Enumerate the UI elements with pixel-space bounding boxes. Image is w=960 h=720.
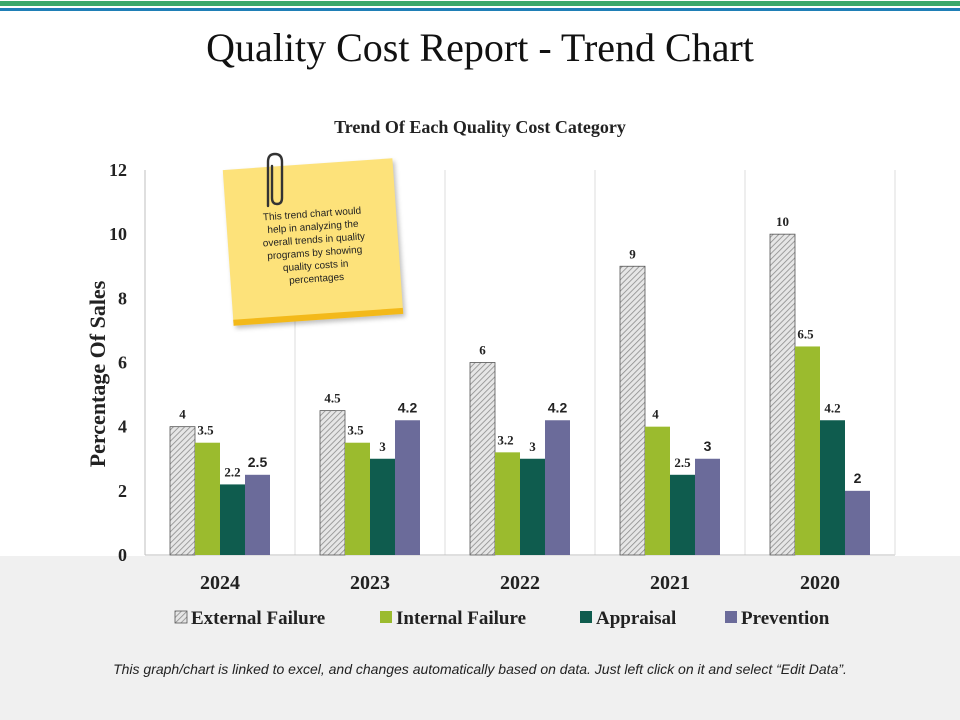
bar[interactable] xyxy=(619,265,646,556)
legend-swatch xyxy=(174,610,188,624)
chart-title: Trend Of Each Quality Cost Category xyxy=(334,117,626,137)
legend-label: Prevention xyxy=(741,608,830,629)
top-accent-blue xyxy=(0,8,960,11)
y-tick-label: 10 xyxy=(109,224,127,244)
bar[interactable] xyxy=(545,420,570,555)
data-label: 6.5 xyxy=(797,326,814,341)
data-label: 3.2 xyxy=(497,432,513,447)
bar[interactable] xyxy=(795,346,820,555)
data-label: 4 xyxy=(179,407,186,422)
bar[interactable] xyxy=(670,474,695,555)
paperclip-icon xyxy=(266,152,284,208)
page-title: Quality Cost Report - Trend Chart xyxy=(206,25,754,70)
bar[interactable] xyxy=(820,420,845,555)
bar[interactable] xyxy=(169,426,196,556)
y-tick-label: 6 xyxy=(118,353,127,373)
data-label: 2.5 xyxy=(674,455,691,470)
data-label: 4.2 xyxy=(548,399,568,415)
data-label: 10 xyxy=(776,214,789,229)
y-tick-label: 12 xyxy=(109,160,127,180)
bar[interactable] xyxy=(319,410,346,556)
bar[interactable] xyxy=(769,233,796,556)
y-tick-label: 4 xyxy=(118,417,127,437)
bar[interactable] xyxy=(395,420,420,555)
data-label: 2 xyxy=(854,470,862,486)
legend-swatch xyxy=(725,611,737,623)
data-label: 3 xyxy=(379,439,386,454)
bar[interactable] xyxy=(345,442,370,555)
data-label: 9 xyxy=(629,246,636,261)
legend-swatch xyxy=(380,611,392,623)
data-label: 3 xyxy=(704,438,712,454)
data-label: 4.2 xyxy=(824,400,840,415)
data-label: 6 xyxy=(479,343,486,358)
y-tick-label: 0 xyxy=(118,545,127,565)
data-label: 2.5 xyxy=(248,454,268,470)
bar[interactable] xyxy=(195,442,220,555)
x-tick-label: 2020 xyxy=(800,572,840,594)
data-label: 4.2 xyxy=(398,399,418,415)
bottom-panel xyxy=(0,556,960,720)
legend-label: Internal Failure xyxy=(396,608,526,629)
x-tick-label: 2022 xyxy=(500,572,540,594)
data-label: 3.5 xyxy=(197,423,214,438)
bar[interactable] xyxy=(520,458,545,555)
y-tick-label: 2 xyxy=(118,481,127,501)
data-label: 2.2 xyxy=(224,464,240,479)
sticky-note-text: This trend chart would help in analyzing… xyxy=(262,205,366,287)
data-label: 4.5 xyxy=(324,391,341,406)
bar[interactable] xyxy=(845,490,870,555)
bar[interactable] xyxy=(469,362,496,556)
legend-label: Appraisal xyxy=(596,608,676,629)
x-tick-label: 2024 xyxy=(200,572,240,594)
bar[interactable] xyxy=(245,474,270,555)
x-tick-label: 2023 xyxy=(350,572,390,594)
data-label: 4 xyxy=(652,407,659,422)
y-tick-label: 8 xyxy=(118,288,127,308)
sticky-note: This trend chart would help in analyzing… xyxy=(222,158,404,326)
data-label: 3 xyxy=(529,439,536,454)
bar[interactable] xyxy=(220,484,245,555)
legend-swatch xyxy=(580,611,592,623)
footer-note: This graph/chart is linked to excel, and… xyxy=(113,661,847,677)
bar[interactable] xyxy=(645,426,670,555)
legend-label: External Failure xyxy=(191,608,325,629)
bar[interactable] xyxy=(495,452,520,555)
x-tick-label: 2021 xyxy=(650,572,690,594)
y-axis-label: Percentage Of Sales xyxy=(85,280,110,467)
bar[interactable] xyxy=(695,458,720,555)
top-accent-green xyxy=(0,1,960,6)
data-label: 3.5 xyxy=(347,423,364,438)
bar[interactable] xyxy=(370,458,395,555)
top-accent-bar xyxy=(0,0,960,12)
